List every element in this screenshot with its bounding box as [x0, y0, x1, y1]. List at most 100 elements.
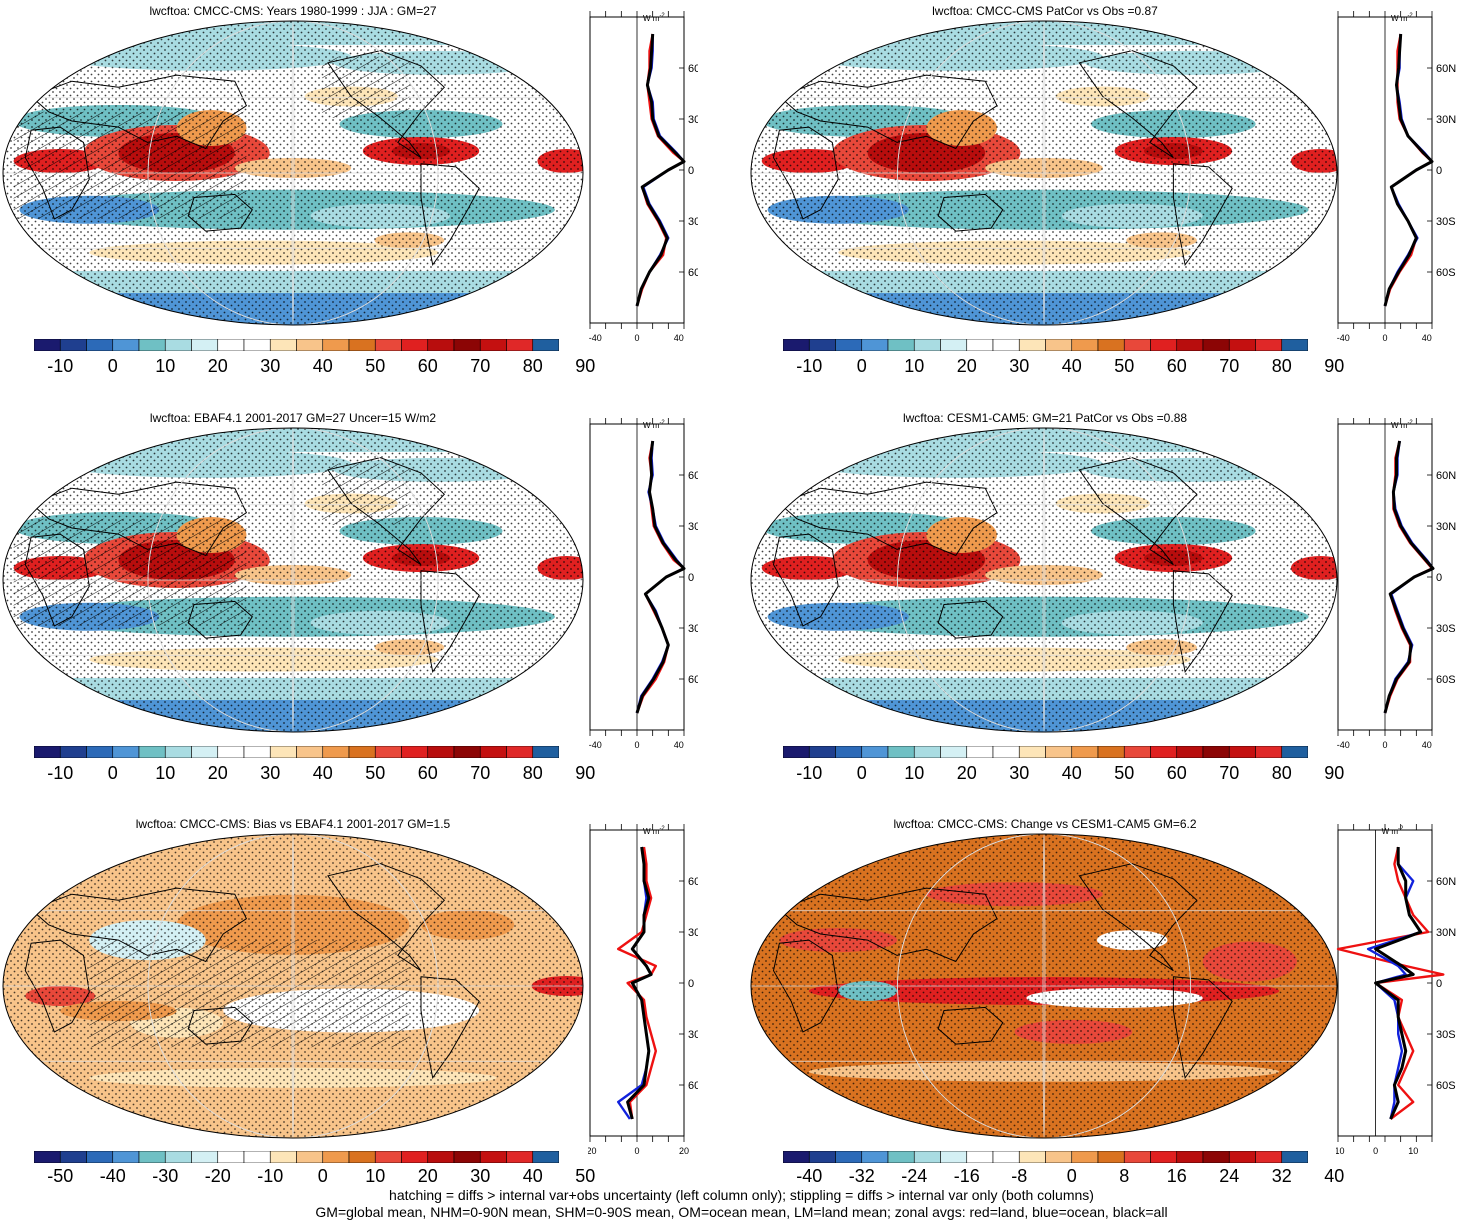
lat-tick-label: 30S [1436, 1029, 1456, 1041]
lat-tick-label: 60N [688, 876, 698, 888]
coastlines [24, 50, 480, 267]
colorbar-swatch [453, 339, 481, 351]
colorbar-swatch [427, 1151, 455, 1163]
colorbar-swatch [913, 339, 941, 351]
colorbar-swatch [835, 339, 863, 351]
map-field [3, 834, 583, 1138]
lat-tick-label: 60S [688, 1080, 698, 1092]
colorbar-swatch [1123, 746, 1151, 758]
colorbar-4 [783, 746, 1308, 758]
zonal-tick-label: 40 [1422, 333, 1432, 343]
lat-tick-label: 30N [688, 927, 698, 939]
map-2 [750, 20, 1338, 326]
zonal-units-label: W m-2 [1391, 13, 1413, 23]
colorbar-swatch [348, 1151, 376, 1163]
colorbar-swatch [783, 339, 810, 351]
colorbar-swatch [479, 746, 507, 758]
panel-title: lwcftoa: CESM1-CAM5: GM=21 PatCor vs Obs… [902, 411, 1188, 425]
colorbar-tick-label: 30 [1009, 356, 1030, 376]
colorbar-swatch [191, 1151, 219, 1163]
colorbar-tick-label: 10 [155, 763, 176, 783]
colorbar-swatch [808, 746, 836, 758]
colorbar-swatch [992, 746, 1020, 758]
coastlines [24, 457, 480, 674]
colorbar-6 [783, 1151, 1308, 1163]
colorbar-swatch [1018, 1151, 1046, 1163]
panel-title: lwcftoa: CMCC-CMS: Years 1980-1999 : JJA… [149, 4, 437, 18]
lat-tick-label: 0 [688, 165, 694, 177]
colorbar-swatch [453, 1151, 481, 1163]
colorbar-swatch [1123, 1151, 1151, 1163]
zonal-tick-label: 0 [634, 1146, 639, 1156]
colorbar-swatch [374, 339, 402, 351]
colorbar-swatch [861, 1151, 889, 1163]
colorbar-swatch [1202, 746, 1230, 758]
colorbar-2 [783, 339, 1308, 351]
map-border [750, 20, 1338, 326]
lat-tick-label: 60S [1436, 1080, 1456, 1092]
colorbar-swatch [322, 1151, 350, 1163]
lat-tick-label: 30S [688, 1029, 698, 1041]
lat-tick-label: 60S [688, 267, 698, 279]
colorbar-swatch [940, 339, 968, 351]
colorbar-tick-label: 20 [956, 763, 977, 783]
colorbar-tick-label: 24 [1219, 1166, 1240, 1186]
colorbar-tick-label: 50 [365, 356, 386, 376]
lat-tick-label: 30S [1436, 623, 1456, 635]
colorbar-tick-label: 20 [207, 763, 228, 783]
colorbar-tick-label: 60 [1166, 356, 1187, 376]
colorbar-tick-label: 50 [1114, 356, 1135, 376]
colorbar-1 [34, 339, 559, 351]
colorbar-swatch [992, 1151, 1020, 1163]
zonal-series-black [1383, 440, 1435, 714]
colorbar-swatch [269, 339, 297, 351]
graticule [751, 428, 1337, 732]
map-border [2, 20, 584, 326]
colorbar-swatch [191, 339, 219, 351]
panel-title: lwcftoa: CMCC-CMS: Bias vs EBAF4.1 2001-… [135, 817, 451, 831]
zonal-tick-label: 0 [634, 740, 639, 750]
colorbar-tick-label: 32 [1271, 1166, 1292, 1186]
colorbar-swatch [427, 746, 455, 758]
colorbar-swatch [861, 746, 889, 758]
graticule [3, 428, 583, 732]
colorbar-swatch [138, 339, 166, 351]
coastlines [772, 457, 1233, 674]
colorbar-swatch [887, 1151, 915, 1163]
colorbar-tick-label: 0 [856, 356, 867, 376]
colorbar-tick-label: 90 [575, 356, 596, 376]
colorbar-swatch [269, 746, 297, 758]
colorbar-swatch [479, 339, 507, 351]
lat-tick-label: 60S [688, 674, 698, 686]
colorbar-swatch [1018, 746, 1046, 758]
graticule [3, 834, 583, 1138]
coastlines [772, 50, 1233, 267]
colorbar-tick-label: -10 [796, 356, 823, 376]
colorbar-swatch [1281, 339, 1308, 351]
colorbar-swatch [374, 746, 402, 758]
colorbar-swatch [940, 746, 968, 758]
colorbar-swatch [506, 1151, 534, 1163]
lat-tick-label: 60S [1436, 674, 1456, 686]
colorbar-tick-label: -10 [257, 1166, 284, 1186]
colorbar-swatch [1228, 1151, 1256, 1163]
colorbar-swatch [1097, 339, 1125, 351]
colorbar-tick-label: -32 [848, 1166, 875, 1186]
colorbar-tick-label: 16 [1166, 1166, 1187, 1186]
colorbar-swatch [59, 339, 87, 351]
colorbar-swatch [1255, 339, 1283, 351]
colorbar-5 [34, 1151, 559, 1163]
zonal-series-blue [1383, 440, 1435, 714]
zonal-tick-label: 0 [1382, 333, 1387, 343]
map-field [3, 21, 583, 325]
colorbar-swatch [348, 339, 376, 351]
colorbar-swatch [1097, 1151, 1125, 1163]
colorbar-tick-label: 40 [312, 763, 333, 783]
colorbar-tick-label: 40 [1061, 356, 1082, 376]
colorbar-tick-label: 10 [365, 1166, 386, 1186]
colorbar-labels-5: -50 -40 -30 -20 -10 0 10 20 30 40 50 [34, 1166, 595, 1188]
colorbar-swatch [86, 339, 114, 351]
colorbar-swatch [1045, 1151, 1073, 1163]
colorbar-tick-label: 20 [207, 356, 228, 376]
colorbar-swatch [966, 746, 994, 758]
